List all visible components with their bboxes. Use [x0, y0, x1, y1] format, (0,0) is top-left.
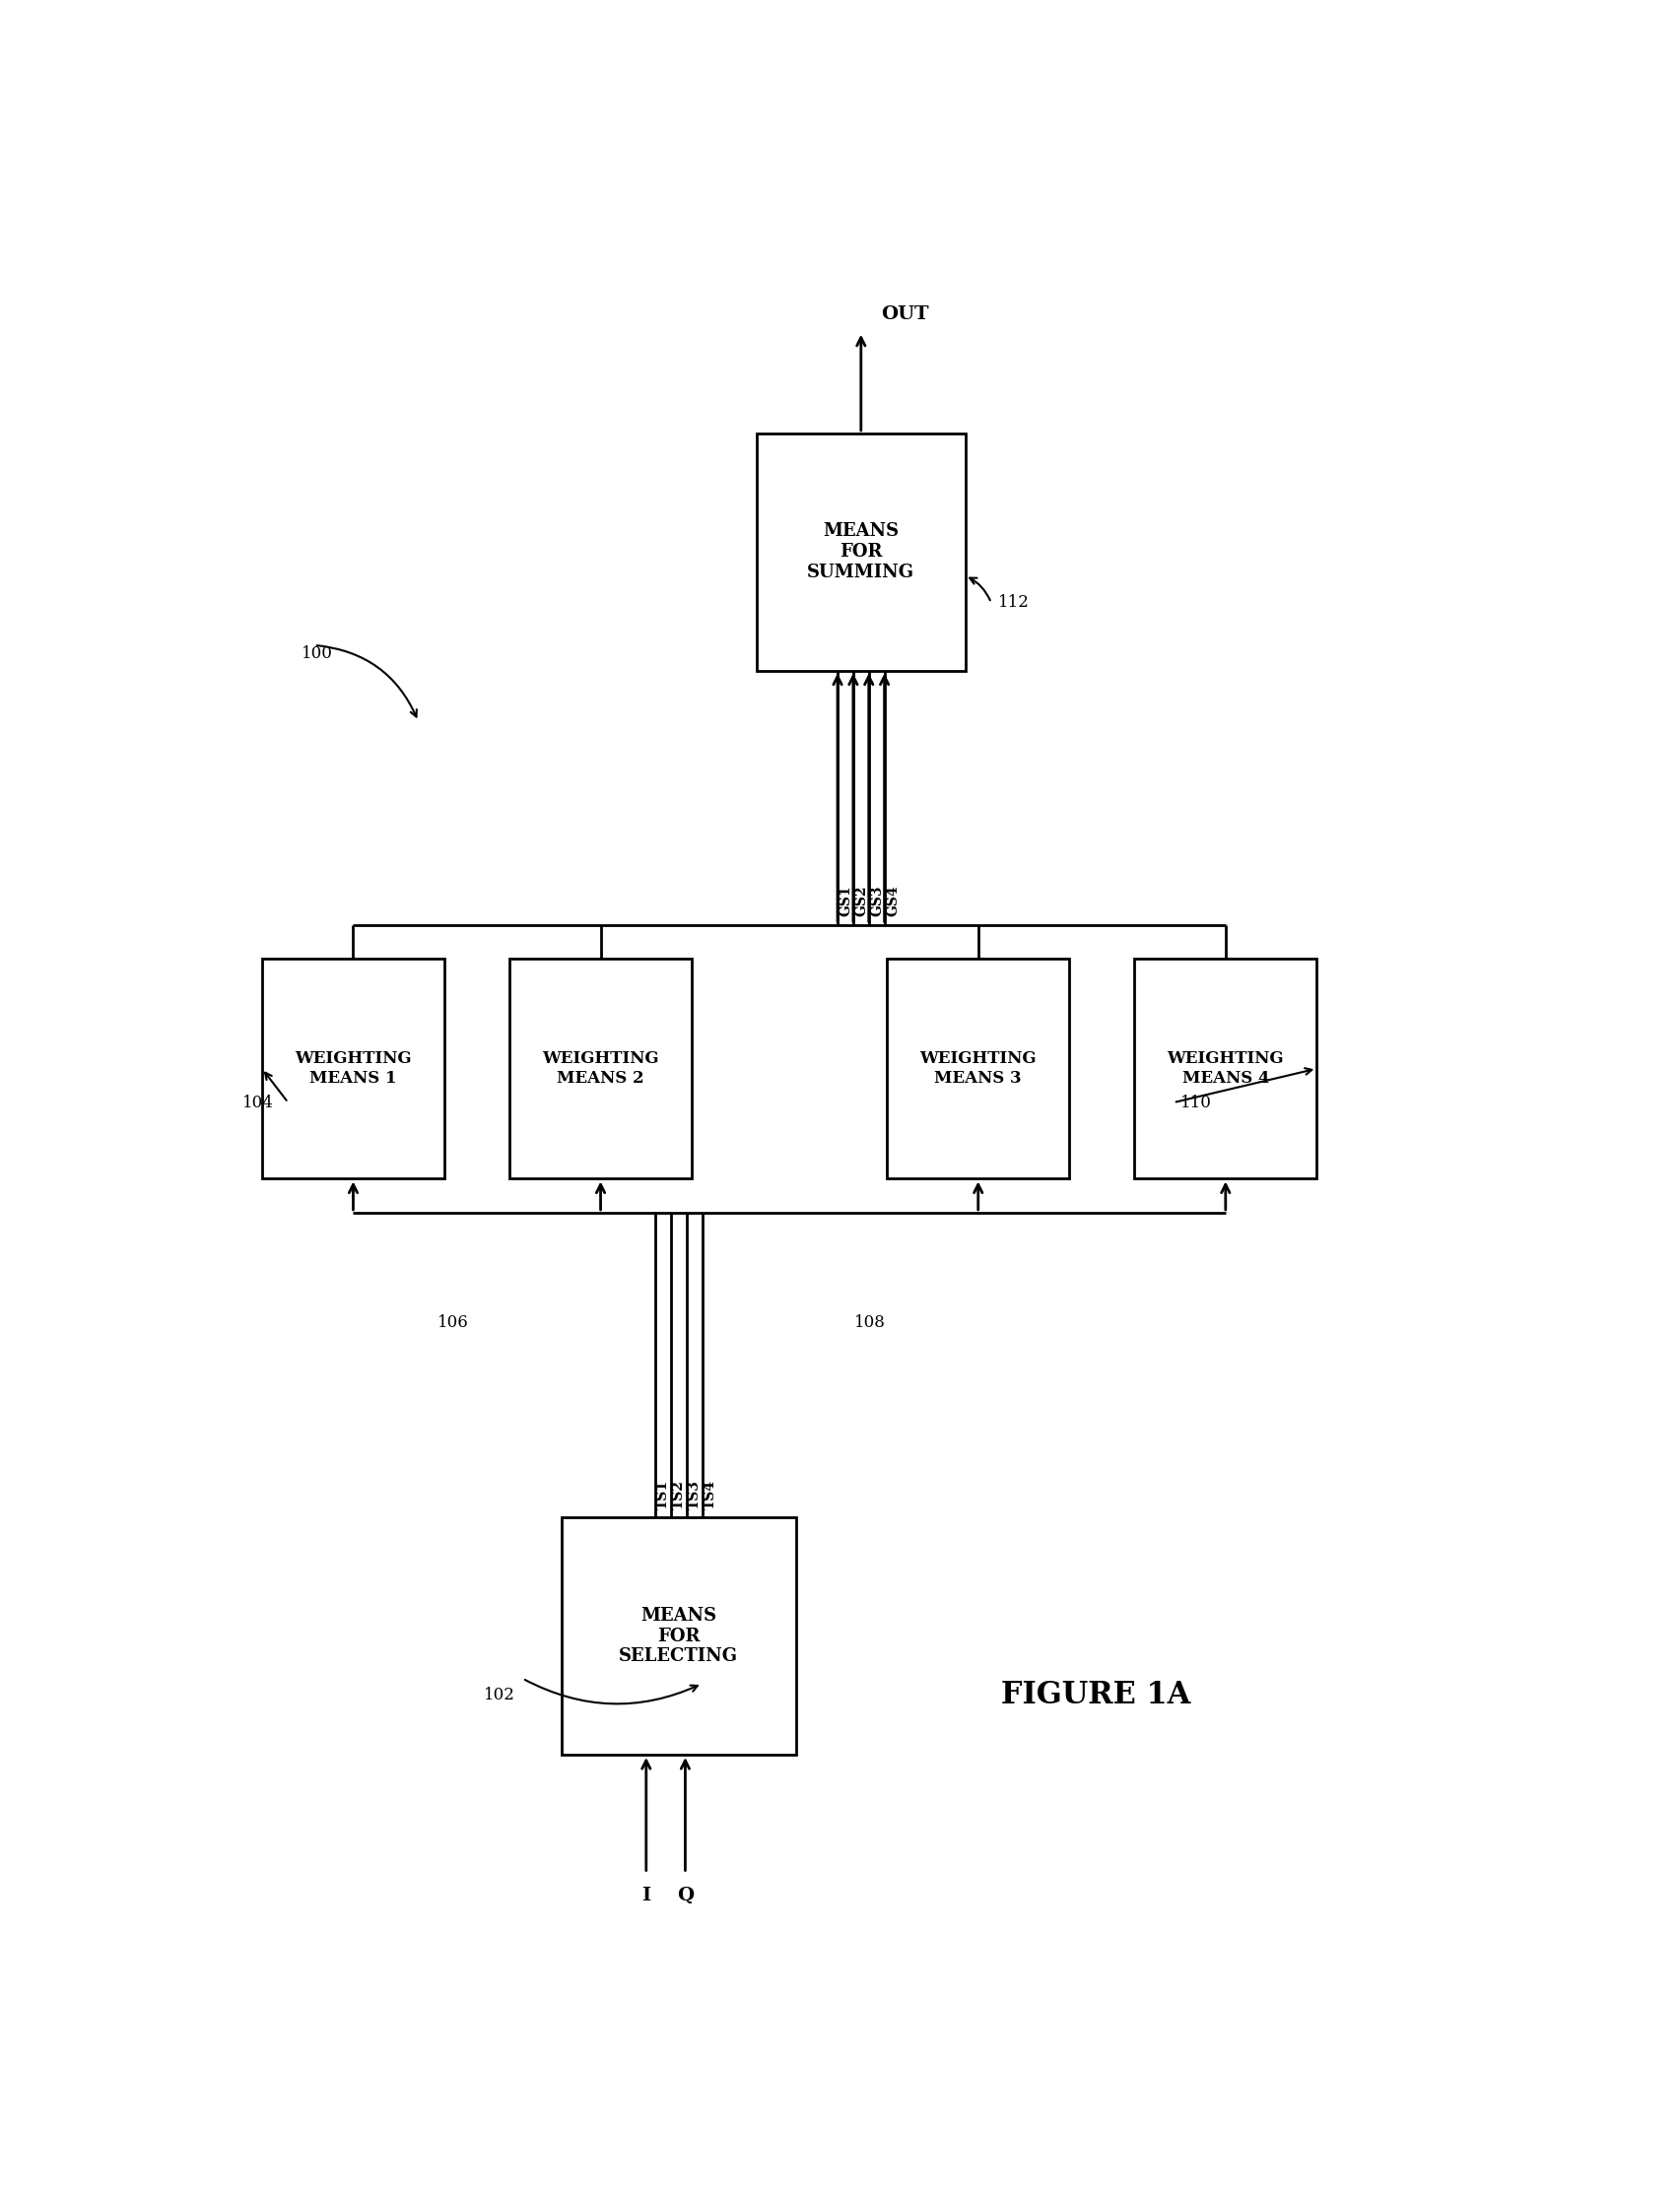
Text: 106: 106 [438, 1313, 469, 1331]
Text: GS1: GS1 [838, 884, 853, 915]
Text: GS2: GS2 [855, 884, 869, 915]
Text: 108: 108 [855, 1313, 885, 1331]
Text: FIGURE 1A: FIGURE 1A [1001, 1681, 1189, 1712]
Bar [262, 959, 444, 1179]
Text: GS4: GS4 [885, 884, 899, 915]
Text: MEANS
FOR
SUMMING: MEANS FOR SUMMING [808, 524, 914, 581]
Bar [561, 1518, 796, 1756]
Text: I: I [642, 1888, 650, 1905]
Text: WEIGHTING
MEANS 2: WEIGHTING MEANS 2 [543, 1052, 659, 1087]
Text: TS1: TS1 [657, 1481, 670, 1509]
Text: TS4: TS4 [704, 1481, 717, 1509]
Text: 110: 110 [1179, 1093, 1211, 1111]
Bar [756, 433, 964, 671]
Text: 100: 100 [301, 645, 333, 662]
Text: OUT: OUT [880, 306, 929, 323]
Text: TS2: TS2 [672, 1481, 685, 1509]
Text: TS3: TS3 [687, 1481, 702, 1509]
Text: GS3: GS3 [870, 884, 884, 915]
Text: 104: 104 [242, 1093, 274, 1111]
Text: 112: 112 [998, 594, 1030, 612]
Bar [509, 959, 692, 1179]
Text: Q: Q [677, 1888, 694, 1905]
Text: WEIGHTING
MEANS 1: WEIGHTING MEANS 1 [294, 1052, 412, 1087]
Text: WEIGHTING
MEANS 3: WEIGHTING MEANS 3 [919, 1052, 1037, 1087]
Text: WEIGHTING
MEANS 4: WEIGHTING MEANS 4 [1168, 1052, 1284, 1087]
Bar [1134, 959, 1317, 1179]
Bar [887, 959, 1070, 1179]
Text: 102: 102 [484, 1687, 514, 1703]
Text: MEANS
FOR
SELECTING: MEANS FOR SELECTING [620, 1606, 738, 1665]
